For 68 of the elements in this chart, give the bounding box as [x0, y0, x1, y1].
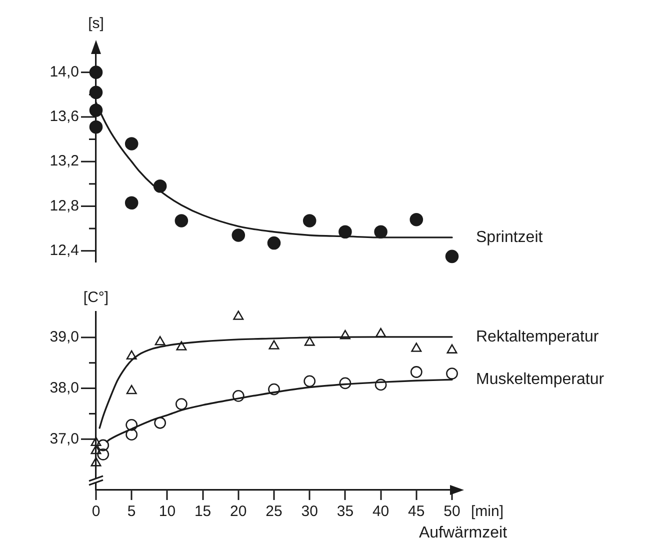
- point: [304, 336, 315, 346]
- x-tick-label: 5: [127, 503, 136, 520]
- y-tick-label: 37,0: [50, 430, 79, 448]
- point: [153, 179, 167, 193]
- point: [90, 457, 102, 466]
- point: [304, 375, 316, 388]
- y-tick-label: 38,0: [50, 379, 79, 396]
- point: [268, 340, 280, 350]
- point: [232, 390, 244, 402]
- point: [90, 444, 102, 454]
- point: [445, 250, 459, 264]
- y-axis-title: [s]: [88, 15, 104, 32]
- point: [90, 436, 102, 446]
- point: [126, 350, 137, 360]
- point: [154, 416, 166, 429]
- point: [374, 225, 388, 239]
- point: [176, 341, 187, 350]
- point: [446, 344, 458, 354]
- y-tick-label: 12,4: [50, 242, 79, 259]
- point: [267, 236, 281, 250]
- text: [min]: [471, 503, 504, 520]
- y-tick-label: 14,0: [50, 63, 79, 80]
- point: [126, 428, 138, 441]
- y-tick-label: 12,8: [50, 197, 79, 214]
- point: [89, 86, 103, 100]
- point: [376, 328, 386, 338]
- point: [411, 342, 422, 352]
- series-label: Sprintzeit: [476, 228, 544, 246]
- x-tick-label: 35: [336, 503, 354, 520]
- x-tick-label: 25: [266, 503, 282, 520]
- point: [410, 366, 422, 378]
- y-tick-label: 13,6: [50, 108, 79, 126]
- point: [374, 378, 387, 391]
- point: [339, 377, 352, 390]
- series-label: Muskeltemperatur: [476, 371, 605, 388]
- x-tick-label: 45: [408, 503, 425, 520]
- series-label: Rektaltemperatur: [476, 328, 600, 346]
- x-tick-label: 10: [158, 503, 176, 520]
- x-tick-label: 15: [194, 503, 212, 520]
- point: [89, 66, 103, 79]
- point: [233, 310, 244, 320]
- point: [174, 214, 188, 228]
- point: [268, 383, 280, 396]
- x-tick-label: 40: [372, 503, 390, 520]
- point: [302, 214, 316, 228]
- point: [89, 104, 103, 117]
- point: [97, 439, 110, 452]
- x-axis-title: Aufwärmzeit: [418, 524, 508, 542]
- point: [175, 398, 188, 410]
- point: [446, 368, 458, 380]
- point: [124, 137, 138, 150]
- point: [124, 196, 138, 210]
- y-tick-label: 13,2: [50, 152, 79, 170]
- point: [154, 336, 166, 346]
- point: [126, 418, 138, 431]
- point: [338, 225, 352, 239]
- point: [232, 228, 246, 242]
- x-tick-label: 20: [230, 503, 247, 520]
- point: [410, 212, 424, 226]
- point: [97, 448, 110, 460]
- point: [89, 120, 103, 134]
- x-tick-label: 50: [444, 503, 460, 520]
- y-axis-title: [C°]: [83, 289, 109, 306]
- x-tick-label: 0: [92, 503, 100, 520]
- x-tick-label: 30: [301, 503, 318, 520]
- point: [340, 330, 350, 340]
- point: [126, 384, 137, 394]
- y-tick-label: 39,0: [50, 328, 79, 346]
